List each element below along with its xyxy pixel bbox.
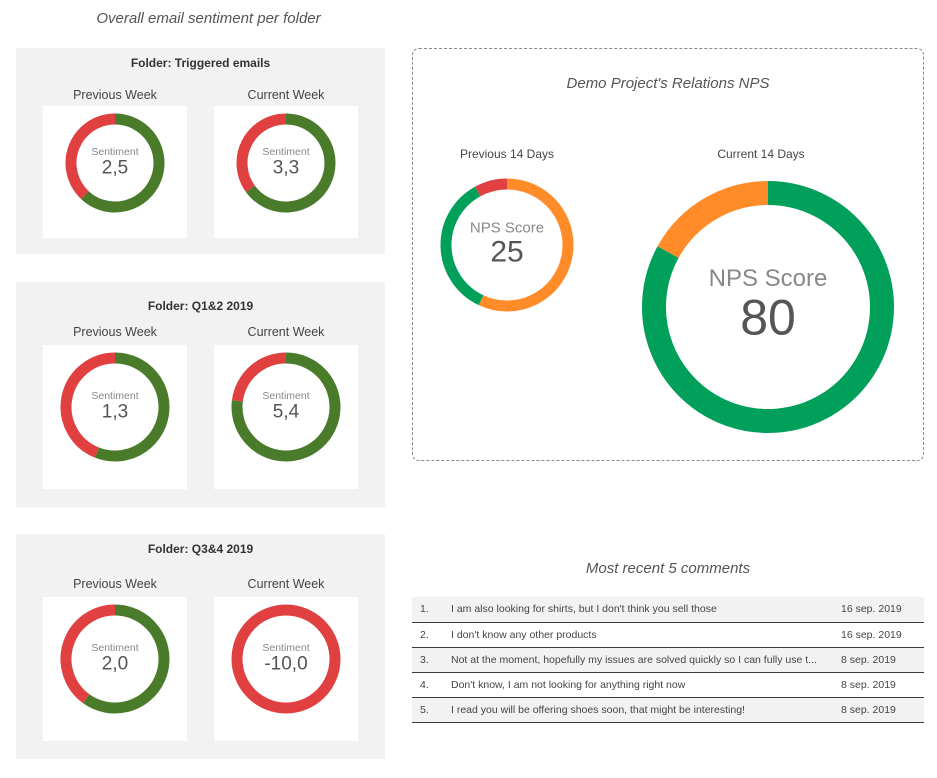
donut-caption: Sentiment [262,642,309,654]
comments-title: Most recent 5 comments [585,560,751,577]
sentiment-donut-card: Sentiment 3,3 [214,106,358,238]
comment-index: 3. [420,653,429,666]
donut-caption: Sentiment [91,642,138,654]
donut-slice-positive [81,113,165,213]
donut-caption: NPS Score [709,265,828,292]
donut-slice-negative [236,113,287,193]
comment-index: 1. [420,603,429,616]
donut-value: 2,5 [102,157,128,178]
folder-title: Folder: Triggered emails [130,56,271,70]
nps-panel: Demo Project's Relations NPS Previous 14… [412,48,924,461]
donut-value: 3,3 [273,157,299,178]
donut-caption: NPS Score [470,219,544,236]
donut-caption: Sentiment [91,390,138,402]
donut-value: 1,3 [102,401,128,422]
current-week-label: Current Week [247,577,325,591]
sentiment-donut-card: Sentiment 1,3 [43,345,187,489]
donut-value: -10,0 [264,653,307,674]
comment-date: 8 sep. 2019 [841,703,896,716]
comment-row: 5. I read you will be offering shoes soo… [412,697,924,722]
sentiment-donut-card: Sentiment -10,0 [214,597,358,741]
current-week-label: Current Week [247,325,325,339]
comment-text: I don't know any other products [451,628,597,641]
folder-panel-q34: Folder: Q3&4 2019 Previous Week Current … [16,534,385,759]
donut-caption: Sentiment [91,146,138,158]
donut-slice-detractor [474,178,508,197]
comment-row: 1. I am also looking for shirts, but I d… [412,597,924,622]
nps-title: Demo Project's Relations NPS [566,75,770,92]
previous-week-label: Previous Week [73,88,157,102]
sentiment-donut-card: Sentiment 2,5 [43,106,187,238]
comment-index: 4. [420,678,429,691]
donut-value: 80 [740,290,796,346]
comment-date: 16 sep. 2019 [841,628,902,641]
donut-slice-negative [231,352,287,402]
donut-slice-positive [245,113,336,213]
previous-period-label: Previous 14 Days [459,147,555,161]
comment-row: 2. I don't know any other products 16 se… [412,622,924,647]
donut-slice-positive [231,352,341,462]
donut-value: 2,0 [102,653,128,674]
donut-slice-negative [231,604,341,714]
comment-text: I am also looking for shirts, but I don'… [451,603,717,616]
folder-panel-triggered: Folder: Triggered emails Previous Week C… [16,48,385,254]
current-period-label: Current 14 Days [717,147,805,161]
donut-slice-negative [60,352,116,458]
folder-title: Folder: Q3&4 2019 [147,542,254,556]
previous-week-label: Previous Week [73,577,157,591]
comment-text: I read you will be offering shoes soon, … [451,703,745,716]
donut-slice-positive [82,604,170,714]
comment-text: Don't know, I am not looking for anythin… [451,678,686,691]
donut-slice-promoter [642,181,894,433]
folder-panel-q12: Folder: Q1&2 2019 Previous Week Current … [16,282,385,507]
donut-value: 25 [490,236,523,269]
comment-text: Not at the moment, hopefully my issues a… [451,653,817,666]
comment-index: 2. [420,628,429,641]
folder-title: Folder: Q1&2 2019 [147,299,254,313]
comment-index: 5. [420,703,429,716]
donut-caption: Sentiment [262,390,309,402]
previous-week-label: Previous Week [73,325,157,339]
current-week-label: Current Week [247,88,325,102]
comment-date: 8 sep. 2019 [841,678,896,691]
donut-slice-passive [657,181,769,259]
donut-slice-positive [94,352,170,462]
donut-slice-negative [65,113,116,200]
page-title: Overall email sentiment per folder [96,10,321,27]
comment-row: 3. Not at the moment, hopefully my issue… [412,647,924,672]
donut-slice-promoter [440,186,484,306]
sentiment-donut-card: Sentiment 5,4 [214,345,358,489]
donut-slice-negative [60,604,116,704]
comment-row: 4. Don't know, I am not looking for anyt… [412,672,924,697]
donut-slice-passive [478,178,574,312]
comment-date: 8 sep. 2019 [841,653,896,666]
donut-value: 5,4 [273,401,300,422]
comments-table: 1. I am also looking for shirts, but I d… [412,597,924,723]
comment-date: 16 sep. 2019 [841,603,902,616]
sentiment-donut-chart: Sentiment-10,0 [231,604,341,714]
sentiment-donut-card: Sentiment 2,0 [43,597,187,741]
donut-caption: Sentiment [262,146,309,158]
